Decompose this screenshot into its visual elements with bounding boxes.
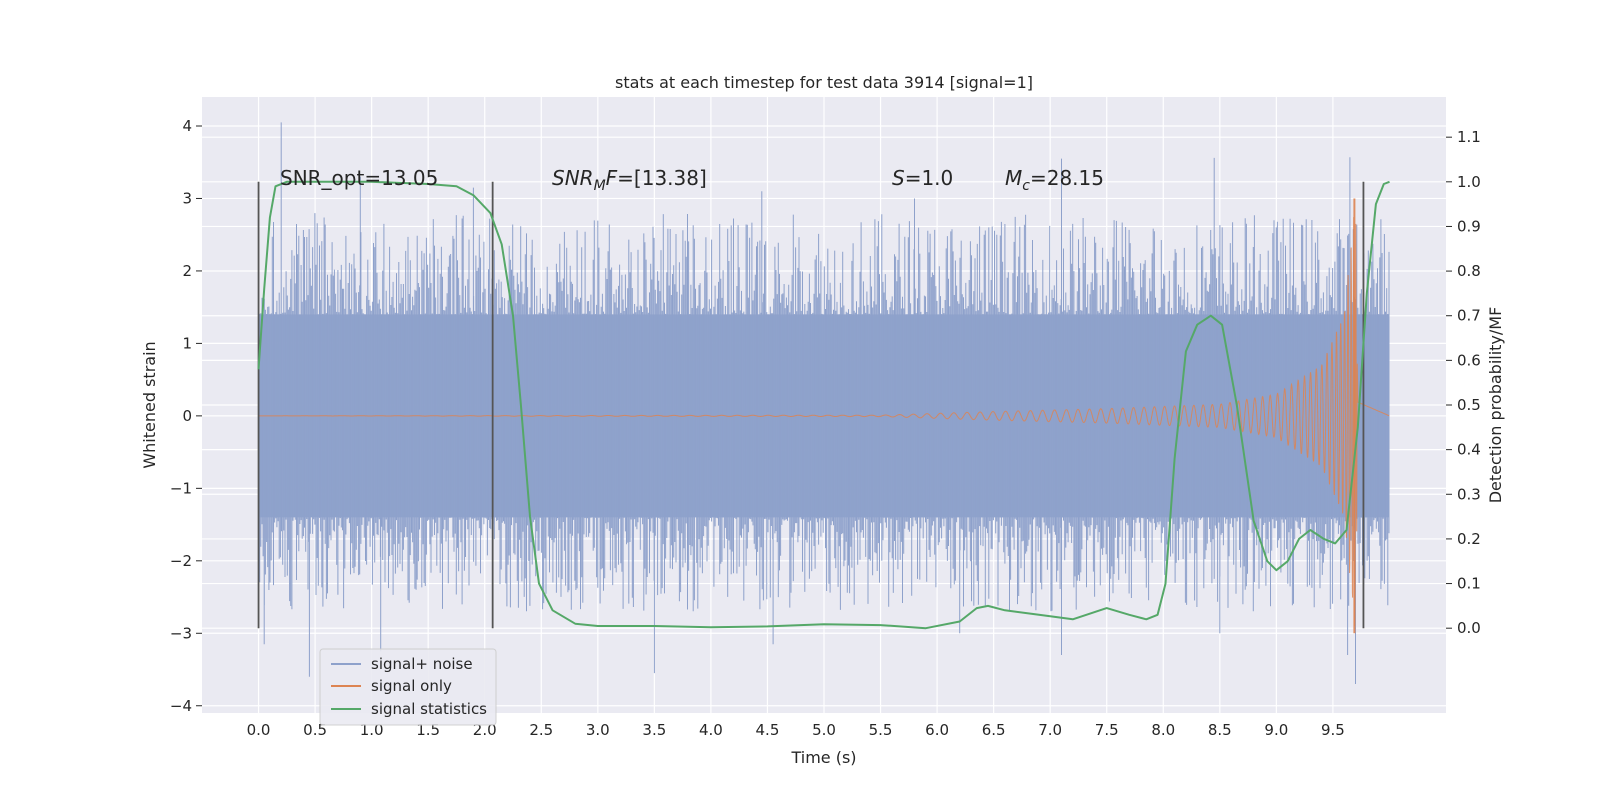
x-tick-label: 5.0 xyxy=(812,721,836,739)
series-signal-statistics xyxy=(257,180,1390,630)
y-axis-title: Whitened strain xyxy=(140,341,159,468)
annotation-s: S=1.0 xyxy=(892,166,953,190)
x-tick-label: 9.5 xyxy=(1321,721,1345,739)
y-tick-label: 2 xyxy=(182,262,192,280)
x-tick-label: 7.5 xyxy=(1095,721,1119,739)
y2-tick-label: 0.2 xyxy=(1457,530,1481,548)
x-tick-label: 6.0 xyxy=(925,721,949,739)
y2-tick-label: 0.0 xyxy=(1457,619,1481,637)
y-left-tick-labels: −4 −3 −2 −1 0 1 2 3 4 xyxy=(170,117,202,715)
x-tick-label: 7.0 xyxy=(1038,721,1062,739)
y2-tick-label: 0.1 xyxy=(1457,575,1481,593)
y2-tick-label: 0.7 xyxy=(1457,307,1481,325)
y-tick-label: 3 xyxy=(182,189,192,207)
y-tick-label: −3 xyxy=(170,624,192,642)
x-tick-label: 0.0 xyxy=(247,721,271,739)
y2-tick-label: 1.0 xyxy=(1457,173,1481,191)
x-tick-label: 8.0 xyxy=(1151,721,1175,739)
x-tick-label: 0.5 xyxy=(303,721,327,739)
legend-box xyxy=(319,648,497,726)
legend: signal+ noise signal only signal statist… xyxy=(319,648,497,726)
y2-tick-label: 0.8 xyxy=(1457,262,1481,280)
y2-tick-label: 0.9 xyxy=(1457,217,1481,235)
y2-tick-label: 0.5 xyxy=(1457,396,1481,414)
y-tick-label: 0 xyxy=(182,407,192,425)
series-signal-only xyxy=(258,198,1390,634)
signal-only-trace xyxy=(258,217,1390,627)
x-tick-label: 3.5 xyxy=(642,721,666,739)
y-right-axis-title: Detection probability/MF xyxy=(1486,307,1505,504)
y2-tick-label: 1.1 xyxy=(1457,128,1481,146)
signal-statistics-line xyxy=(257,180,1390,630)
y2-tick-label: 0.6 xyxy=(1457,351,1481,369)
x-tick-label: 2.5 xyxy=(529,721,553,739)
x-tick-label: 3.0 xyxy=(586,721,610,739)
y2-tick-label: 0.3 xyxy=(1457,485,1481,503)
y-tick-label: 1 xyxy=(182,334,192,352)
y-tick-label: −4 xyxy=(170,697,192,715)
x-tick-label: 4.0 xyxy=(699,721,723,739)
y-right-tick-labels: 0.0 0.1 0.2 0.3 0.4 0.5 0.6 0.7 0.8 0.9 1.0 1.1 xyxy=(1446,128,1481,637)
chart-title: stats at each timestep for test data 391… xyxy=(615,73,1033,92)
x-axis-title: Time (s) xyxy=(790,748,856,767)
legend-label-signal-noise: signal+ noise xyxy=(371,655,473,673)
annotation-mc: Mc=28.15 xyxy=(1005,166,1104,194)
x-tick-label: 8.5 xyxy=(1208,721,1232,739)
vertical-markers xyxy=(257,181,1365,629)
x-tick-labels: 0.0 0.5 1.0 1.5 2.0 2.5 3.0 3.5 4.0 4.5 5.0 5.5 6.0 6… xyxy=(247,721,1345,739)
x-tick-label: 5.5 xyxy=(869,721,893,739)
y-tick-label: 4 xyxy=(182,117,192,135)
x-tick-label: 6.5 xyxy=(982,721,1006,739)
y2-tick-label: 0.4 xyxy=(1457,441,1481,459)
x-tick-label: 9.0 xyxy=(1264,721,1288,739)
legend-label-signal-only: signal only xyxy=(371,677,452,695)
annotation-snr-opt: SNR_opt=13.05 xyxy=(280,166,438,190)
annotation-snr-mf: SNRMF=[13.38] xyxy=(552,166,707,194)
x-tick-label: 4.5 xyxy=(756,721,780,739)
y-tick-label: −1 xyxy=(170,479,192,497)
y-tick-label: −2 xyxy=(170,552,192,570)
legend-label-signal-statistics: signal statistics xyxy=(371,700,487,718)
